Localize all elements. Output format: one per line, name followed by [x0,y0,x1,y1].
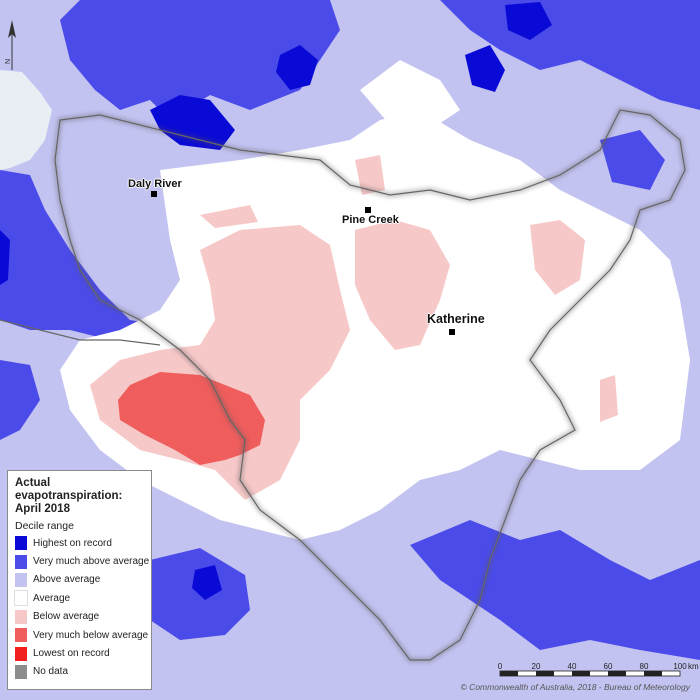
legend-label: Very much above average [33,556,150,568]
very-much-below-average-region [118,372,265,465]
legend-swatch [15,664,27,679]
legend-swatch [15,609,27,624]
region-boundary [54,109,686,661]
scale-tick-label: 100 [673,662,687,671]
legend-subtitle: Decile range [15,520,74,532]
scale-tick-label: 80 [640,662,649,671]
legend-swatch [15,572,27,587]
scale-tick-label: 0 [498,662,503,671]
place-label-pine-creek: Pine Creek [342,214,399,226]
scale-bar: 0 20 40 60 80 100 km [498,662,699,677]
scale-tick-label: 40 [568,662,577,671]
sea-area [0,70,52,170]
legend-swatch [15,554,27,569]
legend-item: No data [15,663,145,681]
legend-item: Lowest on record [15,644,145,662]
legend-label: Very much below average [33,629,149,641]
legend: Actual evapotranspiration: April 2018 De… [7,470,152,690]
legend-swatch [15,628,27,643]
legend-item: Highest on record [15,534,145,552]
legend-label: Average [33,592,71,604]
north-arrow-icon [8,20,16,70]
legend-label: No data [33,666,69,678]
scale-unit-label: km [688,662,699,671]
legend-item: Average [14,589,145,607]
average-region-north [360,60,460,130]
place-label-katherine: Katherine [427,312,485,326]
legend-label: Above average [33,574,101,586]
legend-swatch [14,590,28,607]
copyright-text: © Commonwealth of Australia, 2018 - Bure… [460,682,690,692]
legend-item: Above average [15,571,145,589]
legend-item: Below average [15,608,145,626]
legend-label: Highest on record [33,537,112,549]
legend-swatch [15,646,27,661]
legend-swatch [15,536,27,551]
daly-river-marker [151,191,157,197]
katherine-marker [449,329,455,335]
place-label-daly-river: Daly River [128,178,182,190]
highest-on-record-regions [0,2,552,600]
legend-title: Actual evapotranspiration: April 2018 [15,477,123,515]
legend-label: Lowest on record [33,648,110,660]
legend-item: Very much below average [15,626,149,644]
legend-item: Very much above average [15,552,149,570]
scale-tick-label: 60 [604,662,613,671]
pine-creek-marker [365,207,371,213]
north-label: N [5,58,13,65]
legend-label: Below average [33,611,100,623]
scale-tick-label: 20 [532,662,541,671]
